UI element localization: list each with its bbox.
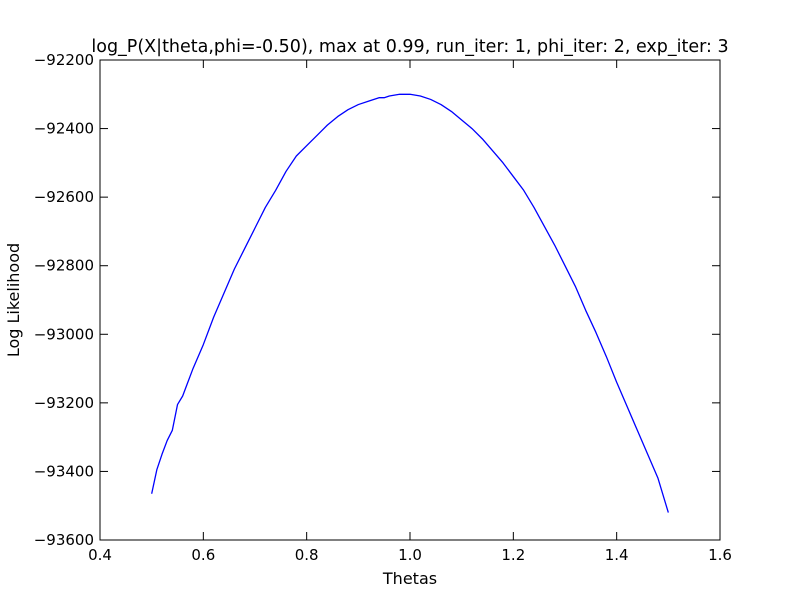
y-tick-label: −92800 [34,257,94,275]
x-tick-label: 0.6 [191,546,215,564]
x-axis-label: Thetas [382,569,437,588]
y-tick-label: −92400 [34,120,94,138]
x-tick-label: 1.0 [398,546,422,564]
x-tick-label: 1.4 [605,546,629,564]
y-axis-label: Log Likelihood [4,243,23,357]
plot-marks: 0.4 0.6 0.8 1.0 1.2 1.4 1.6 −92200 −92400 −92600 −… [34,51,732,564]
x-tick-label: 0.8 [295,546,319,564]
x-tick-label: 1.2 [501,546,525,564]
series-line [151,93,669,513]
x-tick-label: 1.6 [708,546,732,564]
y-tick-label: −93200 [34,394,94,412]
x-tick-label: 0.4 [88,546,112,564]
y-tick-label: −92200 [34,51,94,69]
y-tick-label: −92600 [34,188,94,206]
y-tick-label: −93400 [34,462,94,480]
plot-frame [99,59,721,541]
y-tick-label: −93000 [34,325,94,343]
y-tick-label: −93600 [34,531,94,549]
chart-title: log_P(X|theta,phi=-0.50), max at 0.99, r… [91,37,728,57]
